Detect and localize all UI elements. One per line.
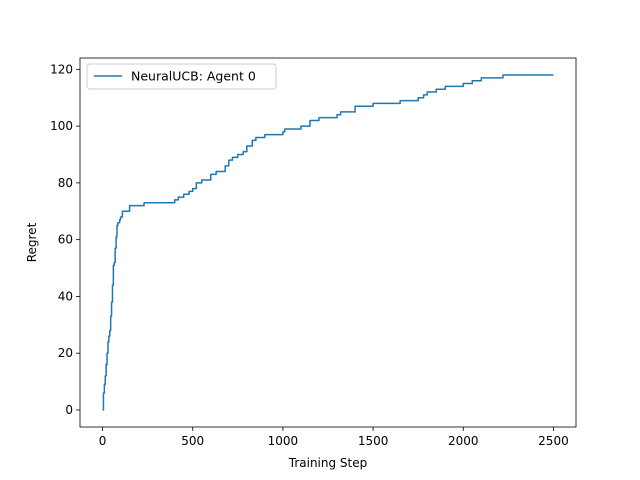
x-tick-label: 1500 xyxy=(358,434,389,448)
y-tick-label: 40 xyxy=(58,289,73,303)
axes-frame xyxy=(79,57,577,428)
plot-area xyxy=(102,74,554,411)
y-axis-label: Regret xyxy=(25,222,39,262)
ticks: 0 500 1000 1500 2000 2500 0 20 40 60 80 100 120 xyxy=(50,62,569,448)
y-tick-label: 20 xyxy=(58,346,73,360)
y-tick-label: 100 xyxy=(50,119,73,133)
y-tick-label: 60 xyxy=(58,233,73,247)
y-tick-label: 80 xyxy=(58,176,73,190)
legend-box xyxy=(86,63,277,90)
x-tick-label: 0 xyxy=(99,434,107,448)
x-tick-label: 1000 xyxy=(268,434,299,448)
legend-label: NeuralUCB: Agent 0 xyxy=(131,69,256,84)
x-axis-label: Training Step xyxy=(288,456,368,470)
x-tick-label: 500 xyxy=(181,434,204,448)
y-tick-label: 120 xyxy=(50,62,73,76)
series-line-0 xyxy=(102,74,554,411)
x-tick-label: 2000 xyxy=(448,434,479,448)
y-tick-label: 0 xyxy=(65,403,73,417)
x-tick-label: 2500 xyxy=(538,434,569,448)
legend: NeuralUCB: Agent 0 xyxy=(86,63,277,90)
